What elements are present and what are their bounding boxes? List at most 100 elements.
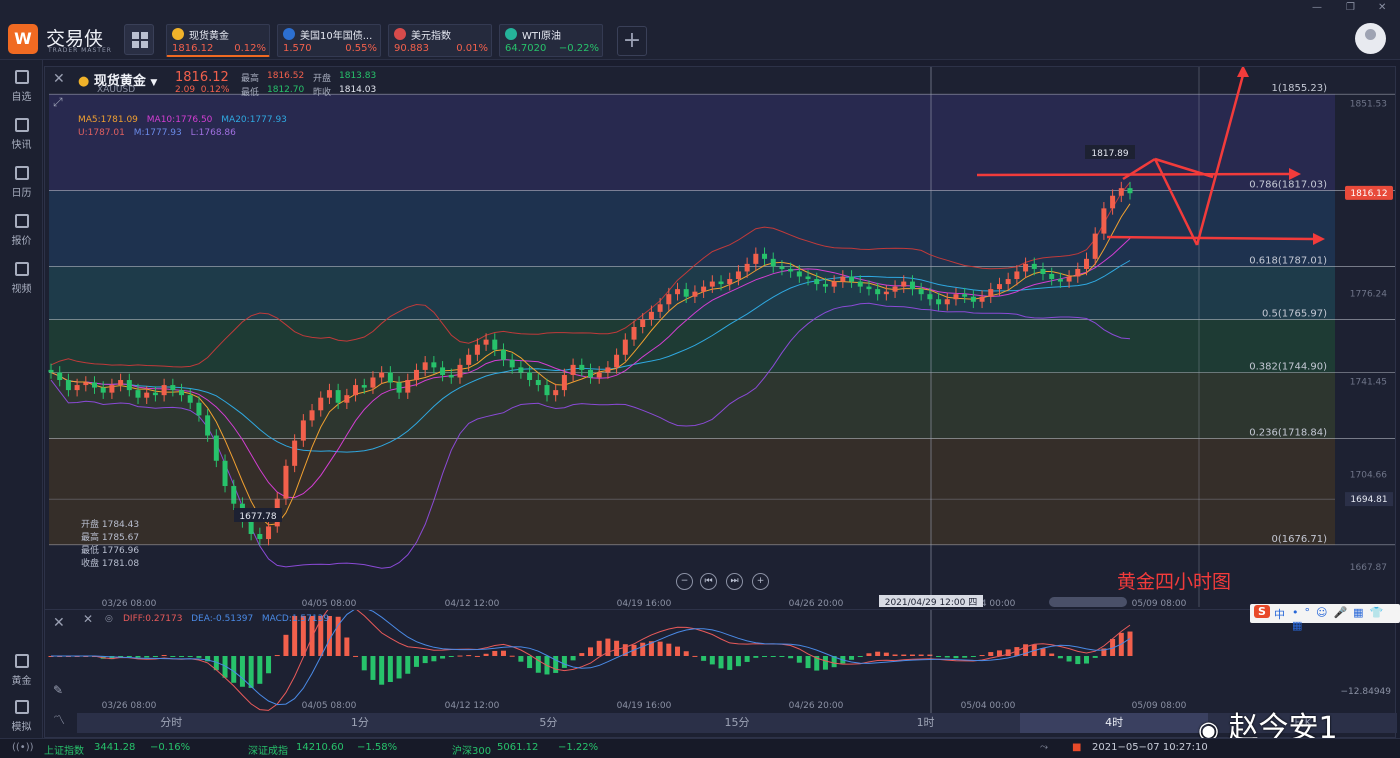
macd-histogram-bar [875,651,881,656]
candle [866,280,872,296]
candle [718,275,724,291]
scroll-right-button[interactable]: ⏭ [726,573,743,590]
status-bar: ((•)) 上证指数 3441.28 −0.16% 深证成指 14210.60 … [0,738,1400,758]
period-tab[interactable]: 日K [1293,716,1312,729]
ticker-change: 0.55% [345,43,377,54]
last-price: 1816.12 [175,70,229,85]
candle [657,297,663,319]
candle [840,270,846,288]
add-ticker-button[interactable]: + [617,26,647,56]
sidebar-item-bookmark[interactable]: 自选 [0,70,43,110]
zoom-in-button[interactable]: + [752,573,769,590]
candle-body [996,284,1002,290]
candle [527,366,533,387]
period-tab[interactable]: 1时 [916,716,935,729]
macd-histogram-bar [988,652,994,656]
macd-histogram-bar [274,655,280,657]
ime-toolbar[interactable]: S 中 •°☺🎤▦👕▦ [1250,604,1400,632]
macd-histogram-bar [405,656,411,674]
ticker-tab[interactable]: WTI原油 64.7020 −0.22% [499,24,603,57]
macd-chart[interactable]: 03/26 08:00 04/05 08:00 04/12 12:00 04/19 1… [45,603,1397,714]
macd-histogram-bar [675,646,681,656]
time-tick-label: 04/19 16:00 [617,599,672,607]
candle-body [83,382,89,386]
boll-upper-line [50,181,1131,368]
scroll-indicator [1049,597,1127,607]
user-avatar[interactable] [1355,23,1386,54]
candle-body [918,289,924,295]
macd-histogram-bar [205,656,211,662]
maximize-button[interactable]: ❐ [1346,2,1355,13]
sidebar-item-news[interactable]: 快讯 [0,118,43,158]
period-tab[interactable]: 5分 [539,716,558,729]
ticker-name: 美元指数 [411,31,451,42]
candle [909,275,915,296]
prev-close-label: 昨收 [313,88,332,98]
macd-settings-icon[interactable]: ◎ [105,614,113,624]
candlestick-chart[interactable]: 1(1855.23) 0.786(1817.03) 0.618(1787.01) 0.… [45,65,1397,609]
close-macd-icon[interactable]: ✕ [83,612,94,626]
indicator-chart-icon[interactable]: 〽 [53,713,66,727]
period-tab[interactable]: 分时 [160,716,183,729]
candle-body [614,354,620,368]
candle [170,378,176,397]
left-sidebar: 自选快讯日历报价视频黄金模拟 [0,60,43,738]
candle-body [579,364,585,370]
sidebar-item-gold[interactable]: 黄金 [0,654,43,694]
sidebar-item-calendar[interactable]: 日历 [0,166,43,206]
macd-histogram-bar [257,656,263,684]
candle [1057,272,1063,288]
ticker-price: 64.7020 [505,43,547,54]
sidebar-item-video[interactable]: 视频 [0,262,43,302]
close-indicator-icon[interactable]: ✕ [53,615,65,631]
sidebar-item-label: 黄金 [11,676,32,687]
sidebar-item-label: 模拟 [11,722,32,733]
prev-close-value: 1814.03 [339,85,377,95]
minimize-button[interactable]: — [1312,2,1322,13]
close-chart-icon[interactable]: ✕ [53,71,65,87]
candle [762,247,768,266]
macd-dea-line [51,607,1131,706]
candle-body [248,521,254,534]
candle-body [344,395,350,403]
ticker-tab[interactable]: 美国10年国债... 1.570 0.55% [277,24,381,57]
candle-body [692,291,698,297]
candle [144,386,150,404]
drawn-arrow-line [1122,157,1156,181]
macd-histogram-bar [1057,656,1063,659]
macd-histogram-bar [866,653,872,656]
signal-icon[interactable]: ⤳ [1040,742,1048,753]
symbol-name[interactable]: ● 现货黄金 ▼ [78,70,157,89]
candle [962,287,968,304]
draw-tool-icon[interactable]: ⤢ [53,95,63,109]
macd-histogram-bar [1066,656,1072,662]
macd-histogram-bar [1040,648,1046,656]
candle-body [666,294,672,305]
candle [770,252,776,273]
indicator-pencil-icon[interactable]: ✎ [53,683,64,697]
close-window-button[interactable]: ✕ [1378,2,1387,13]
period-tab[interactable]: 4时 [1019,713,1209,733]
ticker-tab[interactable]: 美元指数 90.883 0.01% [388,24,492,57]
candle-body [370,377,376,388]
sh-index-value: 3441.28 [94,742,136,753]
zoom-out-button[interactable]: − [676,573,693,590]
connection-icon[interactable]: ((•)) [12,742,34,753]
macd-histogram-bar [370,656,376,680]
layout-grid-button[interactable] [124,24,154,55]
macd-histogram-bar [727,656,733,670]
ticker-tab[interactable]: 现货黄金 1816.12 0.12% [166,24,270,57]
sidebar-item-quote-chart[interactable]: 报价 [0,214,43,254]
candle [118,373,124,392]
fib-label: 0(1676.71) [1271,534,1327,545]
period-tab[interactable]: 15分 [724,716,750,729]
macd-panel[interactable]: 03/26 08:00 04/05 08:00 04/12 12:00 04/19 1… [45,603,1397,714]
main-chart[interactable]: 1(1855.23) 0.786(1817.03) 0.618(1787.01) 0.… [45,65,1397,609]
candle-body [1075,268,1081,277]
scroll-left-button[interactable]: ⏮ [700,573,717,590]
fib-band [49,190,1335,267]
macd-histogram-bar [683,651,689,656]
macd-histogram-bar [466,655,472,657]
sidebar-item-wallet[interactable]: 模拟 [0,700,43,740]
period-tab[interactable]: 1分 [350,716,369,729]
